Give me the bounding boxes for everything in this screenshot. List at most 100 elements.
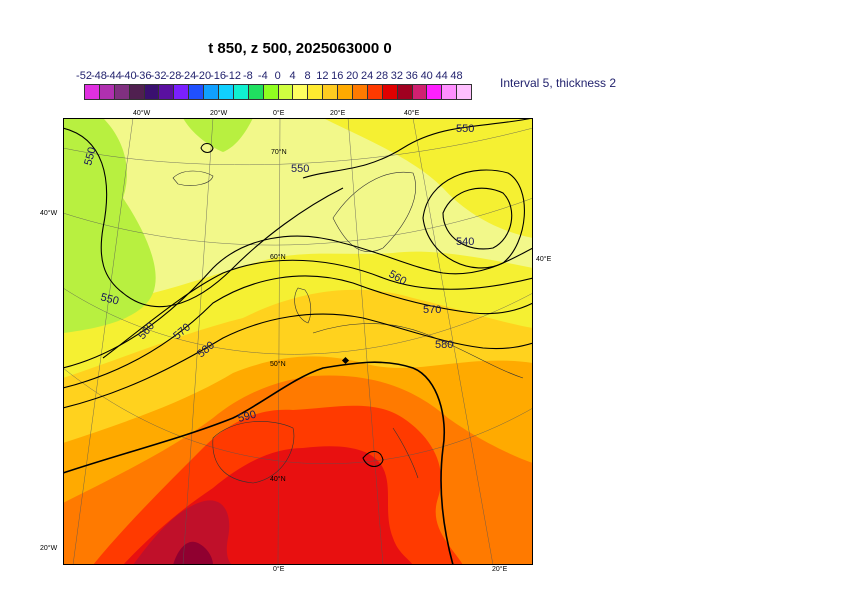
legend-label: 32 [390,70,404,82]
legend-swatch [143,84,160,100]
contour-label: 550 [82,146,98,167]
lon-tick-top: 20°W [210,110,228,117]
meridian-0 [277,118,281,565]
legend-swatch [113,84,130,100]
contour-label: 550 [291,163,309,175]
legend-swatch [322,84,339,100]
contour-570 [63,275,533,389]
legend-swatch [441,84,458,100]
contour-590 [63,361,454,565]
fill-green-west [63,118,156,333]
legend-label: -28 [165,70,182,82]
contour-label: 550 [456,123,474,135]
legend-swatch [426,84,443,100]
legend-swatch [188,84,205,100]
parallel-70n [63,127,533,166]
parallel-40n [63,367,533,464]
lat-tick-right: 40°E [536,256,552,263]
legend-label: -36 [135,70,152,82]
legend-label: -24 [180,70,197,82]
legend-label: -48 [90,70,107,82]
lon-tick-top: 0°E [273,110,285,117]
parallel-60n [63,197,533,246]
lat-label: 70°N [271,148,287,156]
contour-560b [102,259,533,359]
legend-label: 0 [274,70,281,82]
lon-tick-top: 40°W [133,110,151,117]
map-border [63,118,533,565]
fill-maroon-iberia [133,500,233,565]
contour-540-low [442,187,513,250]
legend-swatch [247,84,264,100]
legend-swatch [262,84,279,100]
legend-swatch [366,84,383,100]
legend-label: -20 [195,70,212,82]
legend-label: -40 [120,70,137,82]
legend-label: -4 [257,70,268,82]
fill-green-greenland [183,118,253,152]
lat-tick-left: 40°W [40,210,58,217]
contour-550-small-circle [200,142,214,154]
contour-550-top [302,118,533,179]
contour-label: 570 [423,304,441,316]
legend-label: -12 [225,70,241,82]
legend-swatch [456,84,473,100]
contour-590-inner [362,450,384,468]
legend-swatch [352,84,368,100]
contour-label: 590 [237,409,258,425]
coast-europe-north [312,323,524,379]
legend-label: 36 [405,70,418,82]
coast-uk [294,287,312,324]
lat-label: 50°N [270,360,286,368]
weather-map: 550 550 550 550 540 560 560 570 570 580 … [63,118,533,565]
lat-label: 60°N [270,253,286,261]
lon-tick-top: 40°E [404,110,420,117]
legend-swatch [218,84,234,100]
legend-labels: -52 -48 -44 -40 -36 -32 -28 -24 -20 -16 -12 -8 -4 0 4 8… [72,70,512,84]
chart-title: t 850, z 500, 2025063000 0 [208,40,392,57]
contour-560 [63,235,533,369]
legend-label: 16 [331,70,344,82]
legend-label: -44 [105,70,122,82]
meridian-40w [72,118,134,565]
legend-swatch [337,84,354,100]
fill-dark-maroon-core [173,541,213,565]
legend-label: 12 [316,70,329,82]
coast-iberia [212,421,295,484]
legend-label: -32 [150,70,167,82]
contour-550-east-low [422,169,525,269]
legend-label: -8 [243,70,253,82]
legend-label: 4 [289,70,296,82]
legend-swatch [84,84,100,100]
legend-swatch [396,84,413,100]
contour-label: 540 [456,236,474,248]
legend-swatch [292,84,309,100]
legend-swatch [277,84,294,100]
parallel-50n [63,287,533,355]
legend-swatch [98,84,115,100]
legend-swatch [128,84,145,100]
legend-label: 20 [346,70,359,82]
legend-swatch [307,84,324,100]
meridian-20e [347,118,384,565]
legend-label: 44 [435,70,448,82]
legend-swatch [158,84,175,100]
meridian-40e [412,118,494,565]
fill-yellow-ne [323,118,533,238]
coast-italy [392,427,419,479]
legend-label: 24 [360,70,374,82]
lon-tick-bottom: 0°E [273,566,285,573]
contour-label: 580 [435,339,453,351]
legend-label: 40 [420,70,433,82]
legend-label: 8 [304,70,311,82]
legend-swatch [173,84,190,100]
location-marker [341,356,350,365]
contour-550-west [63,127,344,308]
lon-tick-top: 20°E [330,110,346,117]
contour-label: 550 [99,291,120,307]
legend-label: -16 [210,70,227,82]
legend-label: 48 [450,70,463,82]
legend-label: -52 [76,70,92,82]
legend-swatch [381,84,398,100]
meridian-20w [182,118,214,565]
